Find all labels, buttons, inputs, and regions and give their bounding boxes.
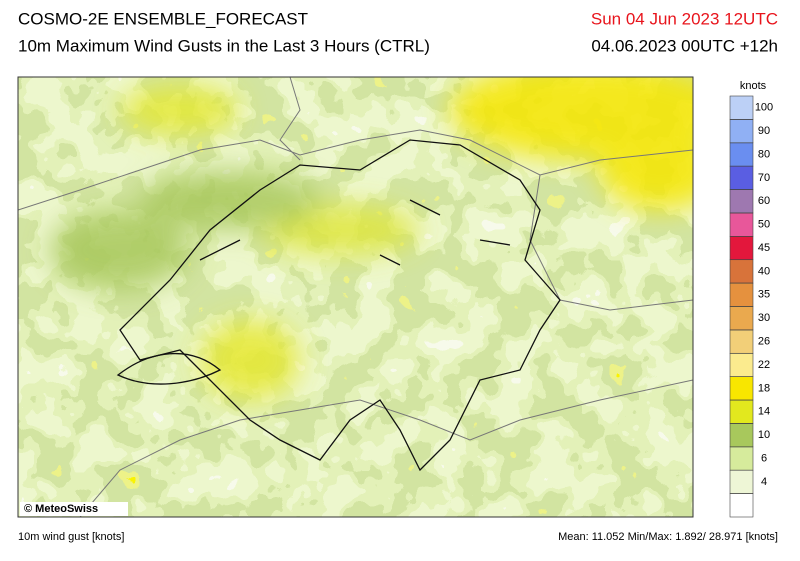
colorbar-box xyxy=(729,493,754,518)
colorbar-box xyxy=(729,119,754,144)
colorbar-label: 14 xyxy=(758,406,770,418)
copyright-box xyxy=(20,502,128,516)
colorbar-box xyxy=(729,212,754,237)
map-frame xyxy=(17,76,694,518)
colorbar-label: 22 xyxy=(758,359,770,371)
title: COSMO-2E ENSEMBLE_FORECAST xyxy=(18,9,308,28)
colorbar-label: 18 xyxy=(758,382,770,394)
colorbar-box xyxy=(729,423,754,448)
colorbar-box xyxy=(729,306,754,331)
swiss-border xyxy=(116,139,561,472)
colorbar-box xyxy=(729,165,754,190)
copyright: © MeteoSwiss xyxy=(24,503,98,515)
colorbar-box xyxy=(729,352,754,377)
colorbar-box xyxy=(729,236,754,261)
colorbar-label: 80 xyxy=(758,148,770,160)
colorbar-label: 10 xyxy=(758,429,770,441)
colorbar-label: 40 xyxy=(758,265,770,277)
colorbar-label: 6 xyxy=(761,452,767,464)
colorbar-box xyxy=(729,282,754,307)
colorbar-box xyxy=(729,376,754,401)
colorbar-label: 70 xyxy=(758,172,770,184)
colorbar-label: 50 xyxy=(758,219,770,231)
run-time: 04.06.2023 00UTC +12h xyxy=(591,36,778,55)
colorbar-label: 45 xyxy=(758,242,770,254)
colorbar-label: 100 xyxy=(755,102,773,114)
colorbar-label: 26 xyxy=(758,335,770,347)
footer-variable: 10m wind gust [knots] xyxy=(18,531,124,543)
colorbar-box xyxy=(729,95,754,120)
colorbar-box xyxy=(729,142,754,167)
colorbar-box xyxy=(729,259,754,284)
colorbar: 4 6 10 14 18 22 26 30 35 40 45 50 60 70 80 90 100 xyxy=(729,95,773,518)
colorbar-box xyxy=(729,446,754,471)
colorbar-box xyxy=(729,329,754,354)
footer-stats: Mean: 11.052 Min/Max: 1.892/ 28.971 [kno… xyxy=(558,531,778,543)
colorbar-label: 30 xyxy=(758,312,770,324)
colorbar-label: 35 xyxy=(758,289,770,301)
colorbar-label: 4 xyxy=(761,476,767,488)
gust-area xyxy=(50,77,693,400)
map-field: © MeteoSwiss xyxy=(18,77,693,517)
valid-time: Sun 04 Jun 2023 12UTC xyxy=(591,9,778,28)
colorbar-box xyxy=(729,189,754,214)
colorbar-label: 60 xyxy=(758,195,770,207)
colorbar-label: 90 xyxy=(758,125,770,137)
subtitle: 10m Maximum Wind Gusts in the Last 3 Hou… xyxy=(18,36,430,55)
legend-unit: knots xyxy=(740,80,767,92)
colorbar-box xyxy=(729,469,754,494)
colorbar-box xyxy=(729,399,754,424)
